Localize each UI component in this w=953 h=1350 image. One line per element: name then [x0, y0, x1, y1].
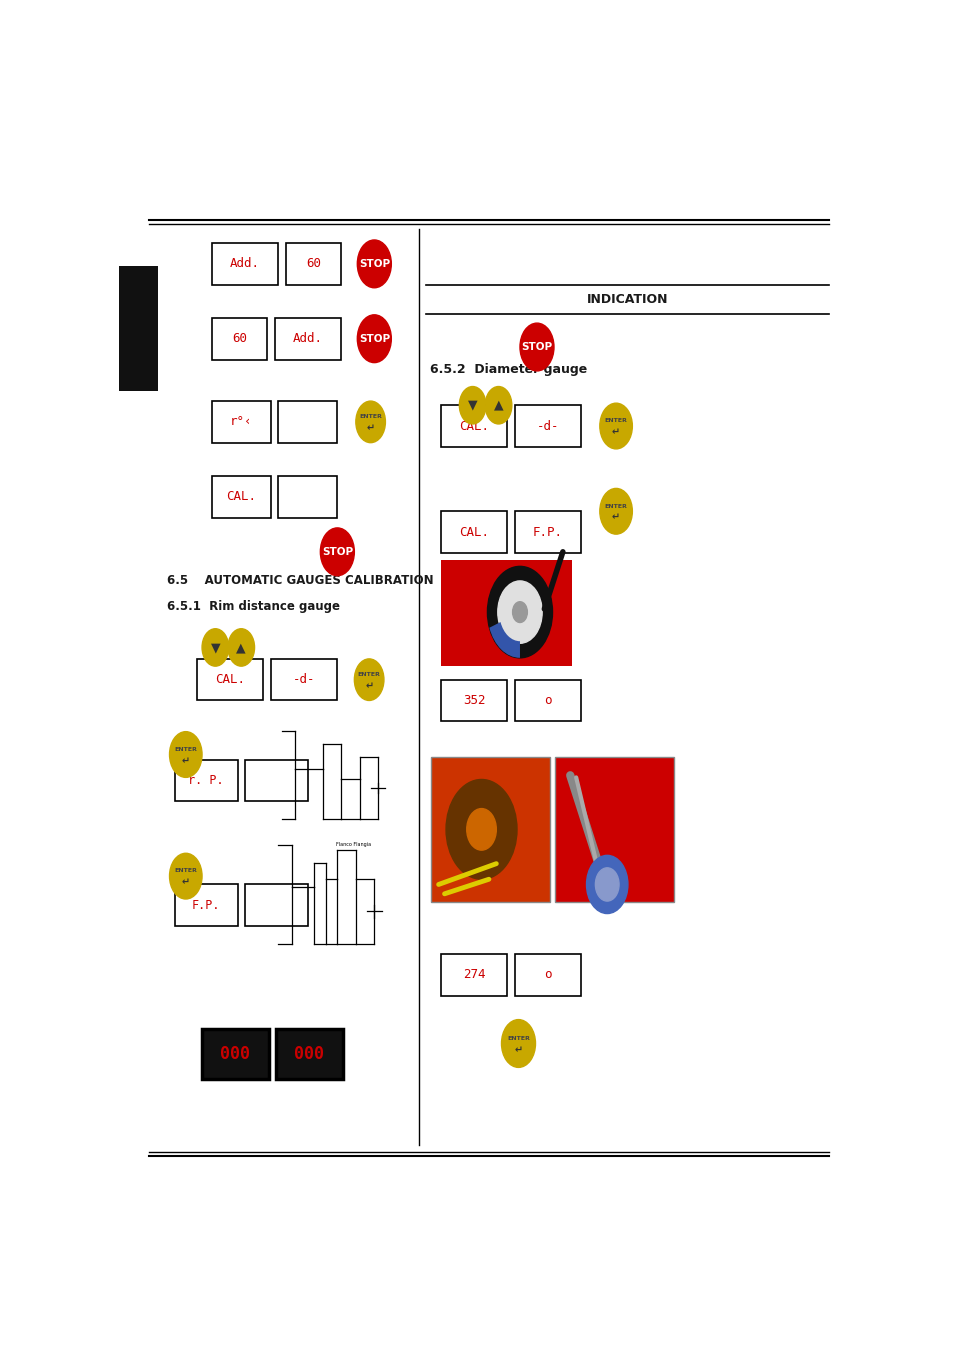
Text: ENTER: ENTER [174, 747, 197, 752]
FancyBboxPatch shape [274, 319, 341, 359]
Text: ▼: ▼ [211, 641, 220, 653]
FancyBboxPatch shape [196, 659, 263, 701]
FancyBboxPatch shape [212, 477, 271, 517]
FancyBboxPatch shape [278, 477, 337, 517]
Wedge shape [489, 622, 519, 657]
FancyBboxPatch shape [515, 512, 580, 553]
Circle shape [497, 580, 541, 644]
Text: ▲: ▲ [236, 641, 246, 653]
Text: Flanco Flangia: Flanco Flangia [335, 842, 371, 846]
Text: r°‹: r°‹ [230, 416, 253, 428]
Text: Add.: Add. [293, 332, 322, 346]
Text: ENTER: ENTER [359, 414, 381, 420]
Circle shape [487, 567, 552, 657]
Text: CAL.: CAL. [215, 674, 245, 686]
FancyBboxPatch shape [275, 1029, 342, 1079]
FancyBboxPatch shape [245, 884, 308, 926]
Text: CAL.: CAL. [458, 420, 489, 432]
Circle shape [357, 240, 391, 288]
Circle shape [354, 659, 383, 701]
Text: ▼: ▼ [467, 398, 476, 412]
FancyBboxPatch shape [202, 1029, 269, 1079]
Text: INDICATION: INDICATION [586, 293, 667, 305]
Text: ENTER: ENTER [604, 418, 627, 424]
Text: STOP: STOP [521, 342, 552, 352]
Circle shape [595, 868, 618, 900]
FancyBboxPatch shape [440, 954, 507, 996]
Circle shape [459, 386, 485, 424]
Text: CAL.: CAL. [226, 490, 256, 504]
Circle shape [202, 629, 229, 666]
Text: -d-: -d- [537, 420, 558, 432]
Circle shape [519, 323, 554, 371]
Circle shape [466, 809, 496, 850]
Text: Add.: Add. [230, 258, 259, 270]
Circle shape [512, 602, 527, 622]
Text: F.P.: F.P. [192, 899, 220, 911]
FancyBboxPatch shape [285, 243, 341, 285]
Text: ↵: ↵ [612, 427, 619, 437]
Text: 352: 352 [462, 694, 485, 707]
Circle shape [355, 401, 385, 443]
Circle shape [501, 1019, 535, 1068]
FancyBboxPatch shape [440, 679, 507, 721]
FancyBboxPatch shape [212, 243, 278, 285]
Text: ENTER: ENTER [357, 672, 380, 676]
Text: STOP: STOP [358, 333, 390, 344]
Text: -d-: -d- [293, 674, 315, 686]
Circle shape [320, 528, 354, 575]
Text: 274: 274 [462, 968, 485, 981]
Text: ENTER: ENTER [507, 1035, 529, 1041]
FancyBboxPatch shape [440, 512, 507, 553]
Text: 000: 000 [220, 1045, 250, 1062]
Text: 6.5.1  Rim distance gauge: 6.5.1 Rim distance gauge [167, 601, 340, 613]
Text: ↵: ↵ [514, 1045, 522, 1054]
FancyBboxPatch shape [245, 760, 308, 802]
FancyBboxPatch shape [278, 401, 337, 443]
Circle shape [228, 629, 254, 666]
Text: STOP: STOP [358, 259, 390, 269]
Text: STOP: STOP [321, 547, 353, 556]
Circle shape [446, 779, 517, 879]
FancyBboxPatch shape [515, 679, 580, 721]
FancyBboxPatch shape [174, 760, 237, 802]
Circle shape [599, 489, 632, 535]
Circle shape [357, 315, 391, 363]
Text: ↵: ↵ [365, 680, 373, 691]
Text: ↵: ↵ [366, 423, 375, 433]
FancyBboxPatch shape [555, 756, 673, 902]
FancyBboxPatch shape [440, 560, 572, 666]
Text: o: o [544, 694, 551, 707]
Circle shape [170, 732, 202, 778]
Text: 60: 60 [306, 258, 320, 270]
Text: ▲: ▲ [494, 398, 503, 412]
Circle shape [586, 856, 627, 914]
Circle shape [170, 853, 202, 899]
Text: 6.5.2  Diameter gauge: 6.5.2 Diameter gauge [429, 363, 586, 377]
Text: ↵: ↵ [612, 513, 619, 522]
Text: ENTER: ENTER [604, 504, 627, 509]
Text: F.P.: F.P. [533, 525, 562, 539]
FancyBboxPatch shape [431, 756, 549, 902]
Text: ↵: ↵ [181, 878, 190, 887]
Text: r. P.: r. P. [188, 774, 224, 787]
FancyBboxPatch shape [212, 319, 267, 359]
Text: 60: 60 [232, 332, 247, 346]
FancyBboxPatch shape [515, 405, 580, 447]
FancyBboxPatch shape [271, 659, 337, 701]
Text: o: o [544, 968, 551, 981]
Text: ↵: ↵ [181, 756, 190, 765]
FancyBboxPatch shape [440, 405, 507, 447]
Text: CAL.: CAL. [458, 525, 489, 539]
FancyBboxPatch shape [515, 954, 580, 996]
FancyBboxPatch shape [212, 401, 271, 443]
Text: 6.5    AUTOMATIC GAUGES CALIBRATION: 6.5 AUTOMATIC GAUGES CALIBRATION [167, 574, 434, 587]
FancyBboxPatch shape [119, 266, 157, 390]
Circle shape [599, 404, 632, 450]
FancyBboxPatch shape [174, 884, 237, 926]
Text: 000: 000 [294, 1045, 324, 1062]
Circle shape [485, 386, 512, 424]
Text: ENTER: ENTER [174, 868, 197, 873]
